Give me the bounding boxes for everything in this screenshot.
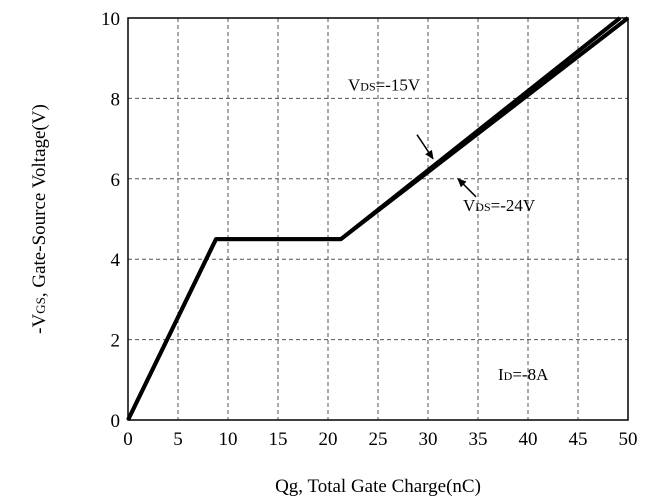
x-tick-label: 15 [269,429,288,450]
x-tick-label: 40 [519,429,538,450]
y-tick-label: 6 [111,170,121,191]
grid [128,18,628,420]
x-tick-label: 5 [173,429,183,450]
y-tick-label: 8 [111,89,121,110]
x-tick-label: 10 [219,429,238,450]
x-tick-label: 35 [469,429,488,450]
x-tick-label: 20 [319,429,338,450]
annotation-arrow-2 [457,178,477,198]
y-tick-label: 0 [111,411,121,432]
series-line-1 [126,16,622,421]
annotations: VDS=-15V VDS=-24V ID=-8A [348,75,549,383]
x-tick-label: 30 [419,429,438,450]
x-tick-label: 25 [369,429,388,450]
series-line-2 [126,16,630,421]
y-tick-label: 4 [111,250,121,271]
annotation-label-1: VDS=-15V [348,75,421,94]
x-tick-label: 0 [123,429,133,450]
y-tick-label: 10 [101,9,120,30]
x-axis-label: Qg, Total Gate Charge(nC) [275,476,481,497]
annotation-label-2: VDS=-24V [463,196,536,215]
series-group [126,16,630,421]
annotation-arrow-1 [416,134,434,160]
y-tick-labels: 0 2 4 6 8 10 [101,9,121,432]
y-axis-label: -VGS, Gate-Source Voltage(V) [29,104,50,334]
x-tick-labels: 0 5 10 15 20 25 30 35 40 45 50 [123,429,637,450]
x-tick-label: 50 [619,429,638,450]
y-tick-label: 2 [111,331,121,352]
plot-area [127,17,629,421]
annotation-label-3: ID=-8A [498,365,549,384]
x-tick-label: 45 [569,429,588,450]
